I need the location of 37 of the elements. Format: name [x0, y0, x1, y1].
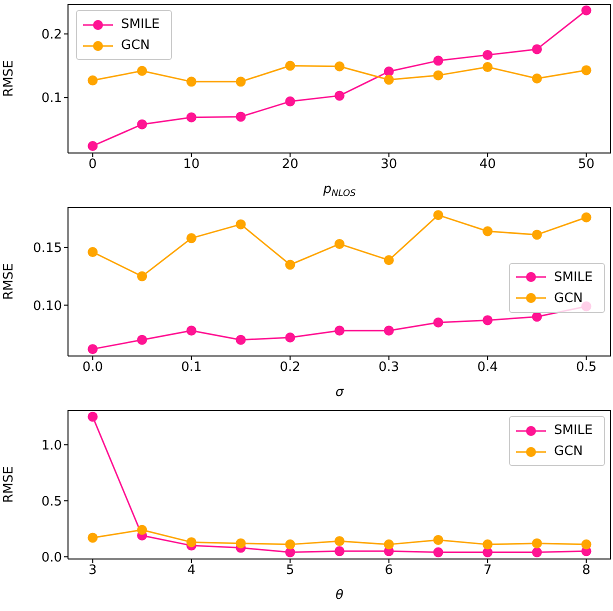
- y-tick-label: 0.10: [33, 298, 62, 314]
- legend-label: GCN: [121, 38, 150, 53]
- x-axis-title: θ: [336, 588, 344, 603]
- x-tick-label: 4: [187, 563, 196, 578]
- x-tick-label: 0.1: [181, 360, 202, 376]
- x-tick-label: 0.2: [280, 360, 300, 376]
- x-axis-title: p$_{NLOS}$: [322, 182, 356, 199]
- x-axis-title: σ: [335, 385, 344, 400]
- x-tick-label: 10: [183, 157, 200, 172]
- x-tick-label: 20: [282, 157, 298, 172]
- x-tick-label: 7: [483, 563, 492, 578]
- y-tick-label: 0.15: [33, 241, 62, 256]
- legend-label: GCN: [554, 444, 583, 459]
- y-tick-label: 0.1: [41, 91, 62, 106]
- x-tick-label: 3: [88, 563, 97, 578]
- x-tick-label: 0: [88, 157, 97, 172]
- y-tick-label: 0.2: [41, 28, 62, 43]
- x-tick-label: 30: [380, 157, 398, 172]
- y-axis-title: RMSE: [2, 263, 17, 300]
- x-tick-label: 5: [286, 563, 294, 578]
- x-tick-label: 50: [578, 157, 595, 172]
- x-tick-label: 0.3: [378, 360, 400, 376]
- legend-label: GCN: [554, 290, 583, 306]
- x-tick-label: 0.5: [576, 360, 597, 376]
- y-axis-title: RMSE: [2, 60, 17, 97]
- legend-label: SMILE: [554, 423, 593, 438]
- x-tick-label: 0.0: [82, 360, 104, 376]
- y-tick-label: 0.5: [41, 494, 62, 510]
- legend-label: SMILE: [121, 17, 160, 32]
- x-tick-label: 6: [384, 563, 394, 578]
- x-tick-label: 40: [479, 157, 496, 172]
- y-tick-label: 0.0: [41, 550, 62, 566]
- legend-label: SMILE: [554, 270, 593, 284]
- x-tick-label: 0.4: [477, 360, 498, 376]
- x-tick-label: 8: [582, 563, 590, 578]
- y-tick-label: 1.0: [41, 438, 62, 454]
- y-axis-title: RMSE: [2, 466, 17, 503]
